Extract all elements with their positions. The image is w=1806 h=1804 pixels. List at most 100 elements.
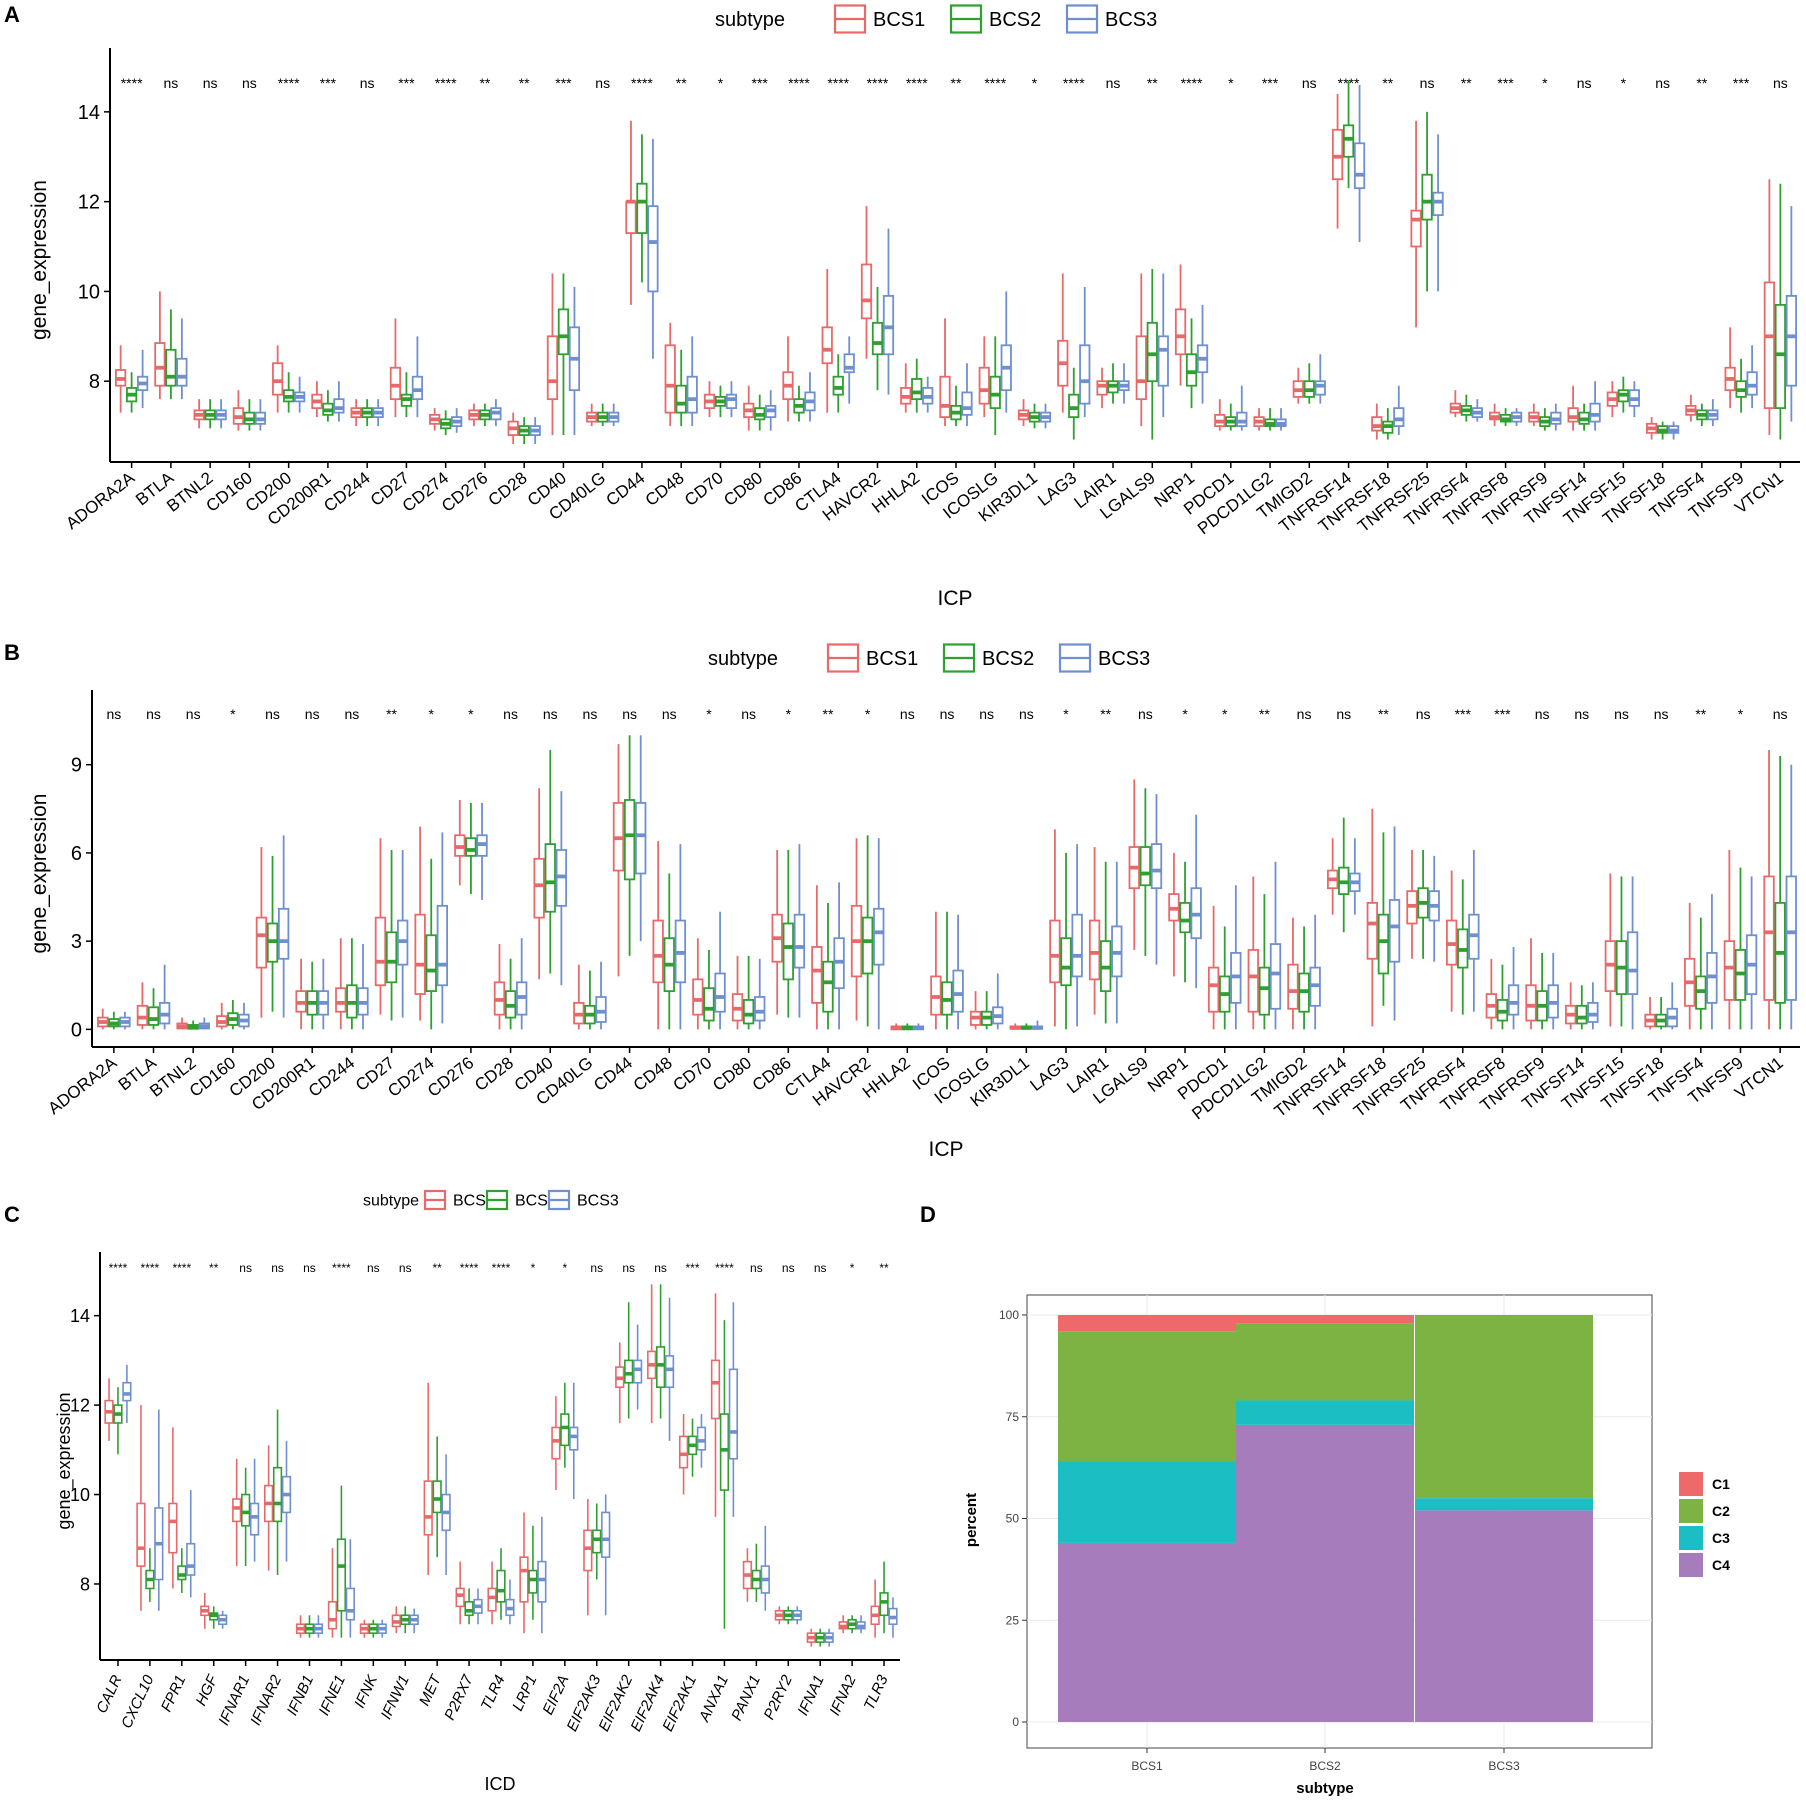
box-adora2a-bcs3 (119, 1011, 131, 1030)
box-tnfsf14-bcs2 (1576, 985, 1588, 1030)
box-tnfsf18-bcs1 (1644, 997, 1656, 1030)
significance-label: **** (278, 75, 300, 91)
box-nrp1-bcs1 (1174, 264, 1187, 386)
box-iqr (546, 335, 559, 401)
box-cd48-bcs3 (686, 336, 698, 427)
box-adora2a-bcs2 (126, 372, 138, 413)
box-cd27-bcs2 (385, 849, 398, 1021)
box-ifnar2-bcs1 (263, 1445, 274, 1571)
box-cd160-bcs2 (243, 399, 256, 431)
significance-label: **** (109, 1261, 128, 1275)
box-btla-bcs1 (154, 291, 166, 400)
box-iqr (692, 978, 704, 1016)
significance-label: ns (1420, 75, 1435, 91)
box-tmigd2-bcs2 (1303, 363, 1315, 404)
significance-label: * (865, 706, 871, 722)
box-ifnar1-bcs2 (241, 1467, 251, 1567)
significance-label: ns (595, 75, 610, 91)
significance-label: ns (1302, 75, 1317, 91)
box-cd40lg-bcs1 (573, 964, 585, 1030)
box-hgf-bcs1 (200, 1592, 210, 1629)
box-iqr (636, 182, 648, 234)
box-iqr (147, 1006, 160, 1026)
legend-title: subtype (715, 9, 785, 31)
box-cd244-bcs2 (361, 399, 373, 427)
box-iqr (136, 1004, 149, 1026)
box-iqr (496, 1569, 506, 1603)
box-eif2ak2-bcs3 (632, 1324, 643, 1410)
box-hhla2-bcs1 (900, 363, 912, 413)
box-iqr (241, 1493, 251, 1527)
box-eif2ak2-bcs1 (615, 1342, 625, 1423)
box-tnfrsf8-bcs2 (1496, 964, 1509, 1030)
box-lrp1-bcs2 (528, 1525, 538, 1620)
significance-label: **** (460, 1261, 479, 1275)
box-btnl2-bcs3 (198, 1017, 210, 1030)
significance-label: ns (1577, 75, 1592, 91)
box-tmigd2-bcs1 (1292, 367, 1304, 404)
x-tick-label: ADORA2A (62, 468, 138, 533)
box-havcr2-bcs2 (861, 835, 874, 1027)
box-iqr (249, 1502, 260, 1536)
box-pdcd1lg2-bcs2 (1264, 408, 1276, 431)
box-iqr (1763, 875, 1775, 1001)
box-iqr (1507, 984, 1520, 1016)
box-tnfrsf18-bcs1 (1371, 403, 1383, 440)
significance-label: ** (1696, 75, 1707, 91)
box-cd80-bcs1 (743, 385, 755, 431)
box-iqr (1626, 931, 1639, 995)
significance-label: *** (1494, 706, 1511, 722)
box-iqr (1179, 902, 1191, 934)
box-iqr (911, 378, 923, 401)
significance-label: **** (332, 1261, 351, 1275)
box-cd160-bcs1 (232, 390, 245, 431)
legend-label-bcs2: BCS2 (982, 648, 1034, 670)
significance-label: * (1542, 75, 1548, 91)
significance-label: ns (900, 706, 915, 722)
box-iqr (632, 1359, 643, 1384)
box-tnfsf9-bcs2 (1734, 867, 1747, 1030)
box-cd86-bcs2 (793, 385, 805, 422)
box-cd48-bcs1 (664, 322, 676, 427)
box-eif2ak4-bcs3 (664, 1297, 675, 1441)
box-cd28-bcs3 (529, 417, 541, 445)
box-cd200-bcs3 (277, 835, 290, 1018)
x-axis-title: ICD (485, 1774, 516, 1794)
box-calr-bcs3 (122, 1364, 132, 1423)
box-panx1-bcs1 (742, 1548, 753, 1602)
box-tnfsf4-bcs3 (1707, 399, 1719, 427)
box-tnfrsf14-bcs2 (1342, 80, 1355, 189)
box-p2rx7-bcs3 (473, 1588, 483, 1625)
box-lair1-bcs2 (1107, 363, 1119, 404)
box-iqr (186, 1542, 196, 1576)
box-cd28-bcs1 (493, 944, 506, 1030)
significance-label: **** (1181, 75, 1203, 91)
box-iqr (1421, 173, 1433, 221)
significance-label: ns (622, 706, 637, 722)
box-havcr2-bcs3 (873, 838, 885, 1030)
box-iqr (432, 1480, 442, 1514)
box-iqr (1393, 407, 1405, 427)
box-iqr (487, 1587, 497, 1612)
box-pdcd1lg2-bcs3 (1269, 861, 1282, 1030)
box-iqr (436, 904, 449, 987)
box-cd200r1-bcs3 (317, 958, 329, 1030)
box-cd44-bcs2 (623, 735, 636, 956)
x-tick-label: FPR1 (158, 1673, 190, 1715)
box-pdcd1-bcs1 (1207, 905, 1220, 1030)
box-cd40lg-bcs2 (584, 970, 596, 1030)
significance-label: ns (203, 75, 218, 91)
significance-label: **** (827, 75, 849, 91)
box-vtcn1-bcs1 (1763, 749, 1775, 1030)
box-icoslg-bcs3 (992, 973, 1004, 1030)
x-axis-title: subtype (1296, 1780, 1354, 1797)
box-iqr (1587, 1001, 1599, 1023)
significance-label: ** (519, 75, 530, 91)
box-iqr (719, 1413, 730, 1491)
bar-bcs1-c3 (1058, 1461, 1236, 1543)
y-tick-label: 0 (1012, 1715, 1019, 1729)
box-cd27-bcs2 (400, 372, 413, 418)
box-tnfsf15-bcs2 (1615, 876, 1628, 1027)
box-iqr (860, 263, 873, 320)
